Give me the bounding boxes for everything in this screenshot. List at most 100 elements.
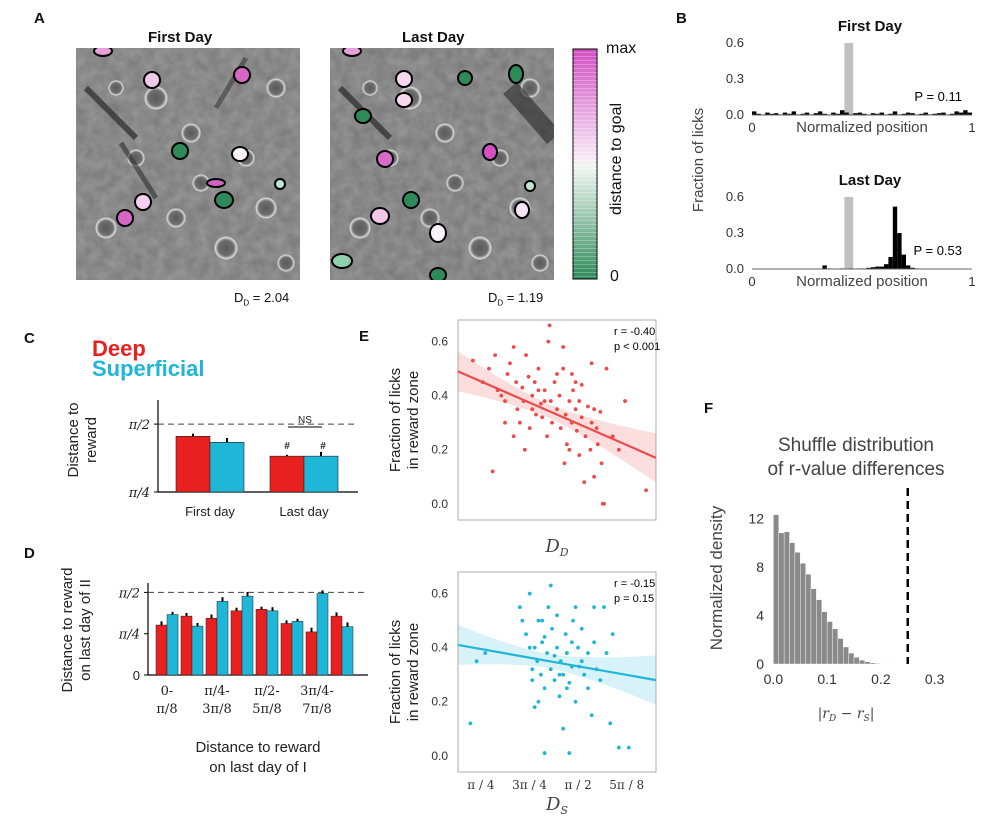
hist-bar: [821, 611, 828, 665]
lick-bar: [910, 113, 915, 115]
scatter-point: [490, 469, 495, 474]
bar-superficial: [291, 621, 304, 676]
x-tick-label: 3π / 4: [512, 778, 547, 792]
confidence-band: [458, 624, 656, 705]
lick-bar: [804, 112, 810, 115]
y-tick-label: 0.3: [726, 71, 744, 86]
y-axis-label: Fraction of licks: [690, 108, 707, 212]
roi-cell: [342, 48, 362, 57]
y-tick-label: 8: [756, 559, 764, 575]
hist-bar: [783, 531, 790, 665]
plot-frame: [457, 319, 657, 521]
scatter-point: [550, 420, 554, 425]
chart-title: First Day: [838, 18, 903, 35]
scatter-point: [540, 618, 545, 623]
hist-bar: [832, 628, 839, 665]
lick-bar: [870, 267, 876, 269]
lick-bar: [844, 112, 849, 115]
colorbar-min: 0: [610, 268, 619, 285]
scatter-point: [555, 407, 559, 412]
x-tick-label: 0.2: [871, 671, 891, 687]
x-tick-label: π/8: [156, 702, 177, 717]
scatter-point: [536, 699, 541, 704]
scatter-point: [557, 393, 562, 398]
scatter-point: [567, 751, 572, 755]
scatter-point: [571, 388, 575, 393]
y-tick-label: 0.3: [726, 225, 744, 240]
scatter-point: [532, 645, 537, 650]
scatter-point: [592, 407, 597, 412]
x-tick-label: First day: [185, 504, 235, 519]
scatter-point: [499, 393, 504, 398]
legend-deep: Deep: [92, 336, 146, 361]
roi-cell: [524, 180, 536, 192]
scatter-point: [548, 583, 553, 588]
scatter-point: [571, 618, 575, 623]
stat-p: p = 0.15: [614, 593, 654, 605]
hist-bar: [805, 573, 812, 665]
scatter-point: [567, 447, 572, 452]
lick-bar: [936, 113, 942, 115]
scatter-point: [524, 353, 528, 358]
y-tick-label: π/4: [118, 628, 140, 643]
scatter-point: [561, 366, 566, 371]
scatter-point: [604, 366, 609, 371]
scatter-point: [573, 380, 578, 385]
hash-annotation: #: [284, 441, 290, 452]
scatter-point: [582, 480, 587, 485]
scatter-point: [552, 380, 557, 385]
lick-bar: [800, 113, 805, 115]
scatter-point: [555, 613, 559, 618]
lick-bar: [835, 113, 840, 115]
hist-bar: [810, 588, 817, 665]
scatter-point: [582, 672, 587, 677]
scatter-point: [561, 672, 566, 677]
scatter-point: [592, 640, 597, 645]
lick-bar: [888, 113, 893, 115]
scatter-point: [536, 366, 541, 371]
legend-superficial: Superficial: [92, 356, 204, 381]
x-tick-label: 0.3: [925, 671, 945, 687]
scatter-point: [550, 626, 554, 631]
scatter-point: [524, 632, 528, 637]
scatter-point: [530, 667, 535, 672]
hist-bar: [826, 621, 833, 665]
scatter-point: [542, 388, 547, 393]
lick-bar: [919, 113, 924, 115]
lick-bar: [901, 254, 906, 269]
scatter-point: [487, 366, 491, 371]
last-dd-label: DD = 1.19: [488, 290, 544, 308]
scatter-point: [594, 426, 599, 431]
lick-bar: [906, 112, 911, 115]
lick-bar: [892, 111, 898, 115]
x-tick-label: 0: [748, 274, 755, 289]
scatter-point: [515, 407, 520, 412]
hist-bar: [843, 646, 849, 665]
hist-bar: [837, 638, 844, 665]
y-tick-label: 0.6: [726, 35, 744, 50]
scatter-point: [577, 399, 582, 403]
scatter-point: [579, 659, 584, 664]
y-tick-label: π/4: [128, 486, 150, 501]
hist-bar: [864, 661, 871, 665]
scatter-point: [520, 618, 525, 623]
lick-bar: [765, 112, 770, 115]
bar-deep: [330, 615, 343, 676]
bar-superficial: [303, 455, 339, 493]
last-day-image: [330, 48, 554, 280]
lick-bar: [950, 113, 955, 115]
bar-superficial: [341, 626, 354, 676]
x-tick-label: π / 4: [467, 778, 495, 792]
scatter-point: [610, 632, 615, 637]
p-value-annotation: P = 0.53: [913, 243, 962, 258]
scatter-point: [595, 442, 600, 447]
roi-cell: [171, 142, 189, 160]
x-axis-label: on last day of I: [209, 759, 307, 776]
y-tick-label: 0.6: [431, 587, 448, 601]
scatter-point: [536, 618, 541, 623]
y-tick-label: 0.0: [431, 749, 448, 763]
ns-annotation: NS: [298, 415, 312, 426]
stat-p: p < 0.001: [614, 341, 660, 353]
roi-cell: [93, 48, 113, 57]
chart-title: Last Day: [839, 172, 902, 189]
